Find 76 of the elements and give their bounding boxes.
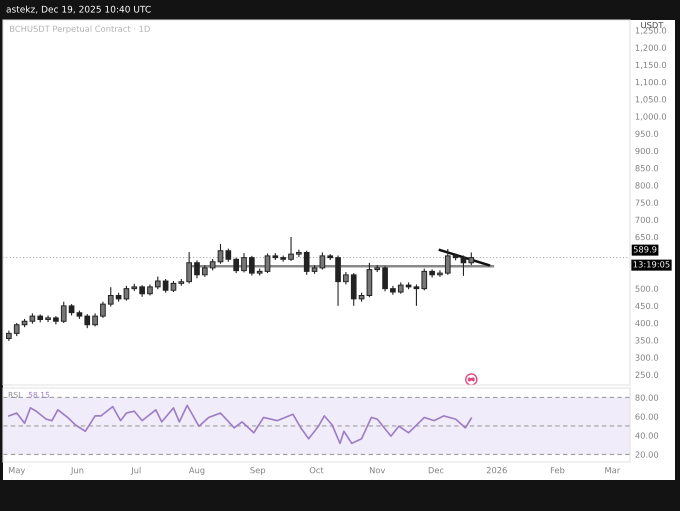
candlestick xyxy=(162,278,168,294)
y-tick-label: 250.0 xyxy=(635,372,658,378)
candlestick xyxy=(398,282,404,294)
y-tick-label: 750.0 xyxy=(636,199,658,206)
candlestick xyxy=(108,286,114,308)
candlestick xyxy=(468,252,474,266)
candlestick xyxy=(241,252,247,273)
y-axis-title: USDT xyxy=(641,22,664,28)
candlestick xyxy=(154,276,161,290)
x-tick-label: Aug xyxy=(188,467,204,475)
y-tick-label: 80.00 xyxy=(635,394,658,401)
candlestick xyxy=(233,257,239,274)
candlestick xyxy=(202,264,208,278)
y-tick-label: 1,100.0 xyxy=(636,78,666,86)
y-tick-label: 60.00 xyxy=(635,413,658,420)
candlestick xyxy=(210,258,216,271)
candlestick xyxy=(414,284,420,306)
y-tick-label: 20.00 xyxy=(635,451,658,458)
annotation: 13:19:05 xyxy=(634,261,670,268)
candlestick xyxy=(84,314,90,329)
text: BCHUSDT Perpetual Contract · 1D xyxy=(10,25,150,34)
candlestick xyxy=(170,280,176,293)
y-tick-label: 1,000.0 xyxy=(636,113,666,121)
candlestick xyxy=(30,312,36,324)
x-tick-label: Jul xyxy=(130,466,140,475)
candlestick xyxy=(264,252,270,274)
x-tick-label: Dec xyxy=(428,467,444,474)
candlestick xyxy=(320,252,326,270)
x-tick-label: Jun xyxy=(70,467,84,475)
y-tick-label: 800.0 xyxy=(635,182,658,189)
y-tick-label: 300.0 xyxy=(635,354,658,361)
x-tick-label: 2026 xyxy=(486,467,507,474)
candlestick xyxy=(343,272,349,286)
candlestick xyxy=(92,312,98,328)
y-tick-label: 1,050.0 xyxy=(636,96,666,104)
x-tick-label: Feb xyxy=(550,466,564,474)
y-tick-label: 400.0 xyxy=(635,320,658,326)
candlestick xyxy=(60,301,67,324)
candlestick xyxy=(194,260,200,279)
y-tick-label: 1,200.0 xyxy=(636,44,666,52)
candlestick xyxy=(186,252,192,284)
candlestick xyxy=(444,248,451,276)
x-tick-label: May xyxy=(8,467,26,475)
candlestick xyxy=(304,250,310,276)
candlestick xyxy=(14,322,20,337)
x-tick-label: Nov xyxy=(370,467,386,474)
y-tick-label: 350.0 xyxy=(635,337,658,344)
y-tick-label: 950.0 xyxy=(635,130,658,137)
candlestick xyxy=(421,268,428,291)
y-tick-label: 900.0 xyxy=(635,148,658,154)
ref-line-label: 589.9 xyxy=(634,246,656,253)
candlestick xyxy=(382,266,388,292)
x-tick-label: Sep xyxy=(250,467,266,475)
candlestick xyxy=(249,255,255,276)
y-tick-label: 1,150.0 xyxy=(636,62,666,69)
candlestick xyxy=(124,285,130,302)
candlestick xyxy=(218,243,224,264)
y-tick-label: 500.0 xyxy=(636,286,658,292)
candlestick xyxy=(139,284,145,298)
line-series xyxy=(8,404,472,444)
candlestick xyxy=(460,254,466,276)
y-tick-label: 850.0 xyxy=(635,165,658,172)
candlestick xyxy=(68,304,74,316)
x-tick-label: Oct xyxy=(310,467,324,474)
y-tick-label: 40.00 xyxy=(635,432,658,439)
y-tick-label: 650.0 xyxy=(635,234,658,240)
y-tick-label: 450.0 xyxy=(635,302,658,310)
y-tick-label: 700.0 xyxy=(636,216,658,223)
candlestick xyxy=(100,301,106,318)
x-tick-label: Mar xyxy=(605,467,620,474)
candlestick xyxy=(225,248,232,262)
candlestick xyxy=(6,330,12,342)
candlestick xyxy=(288,236,294,262)
chart-subtitle: astekz, Dec 19, 2025 10:40 UTC xyxy=(6,6,151,14)
y-tick-label: 1,250.0 xyxy=(636,27,666,34)
candlestick xyxy=(147,284,153,296)
